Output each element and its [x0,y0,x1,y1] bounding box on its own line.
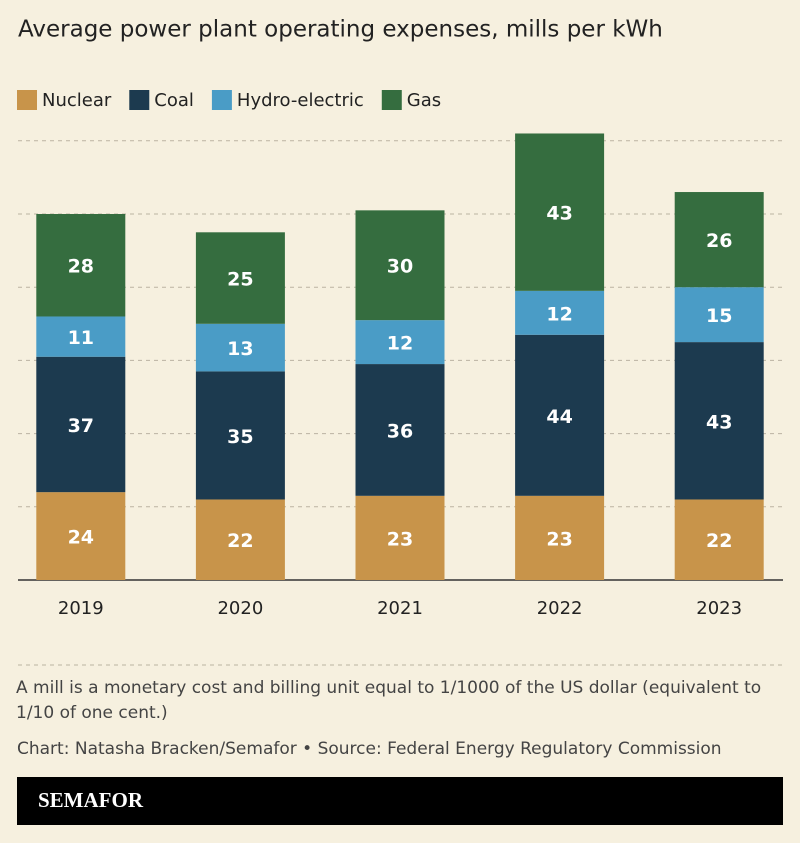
data-label: 26 [706,230,732,252]
brand: SEMAFOR [38,788,144,812]
bar-segment [674,499,764,580]
bar-segment [195,371,285,500]
x-tick-label: 2022 [537,598,583,619]
legend-swatch [129,90,150,110]
bar-segment [355,320,445,365]
bar-segment [195,499,285,580]
legend-swatch [211,90,232,110]
legend-label: Hydro-electric [237,90,364,111]
credit: Chart: Natasha Bracken/Semafor • Source:… [17,739,722,759]
data-label: 43 [546,203,572,225]
note-box: A mill is a monetary cost and billing un… [16,678,762,723]
data-label: 35 [227,426,253,448]
data-label: 36 [387,420,413,442]
legend-swatch [17,90,37,110]
bar-segment [195,232,285,324]
data-label: 23 [546,528,572,550]
bar-segment [674,287,764,343]
data-label: 37 [68,415,94,437]
data-label: 22 [706,530,732,552]
x-tick-label: 2023 [696,598,742,619]
bar-segment [355,495,445,580]
data-label: 13 [227,338,253,360]
data-label: 12 [546,303,572,325]
x-tick-label: 2020 [217,598,263,619]
data-label: 12 [387,333,413,355]
data-label: 30 [387,256,413,278]
data-label: 23 [387,528,413,550]
bar-segment [674,192,764,288]
data-label: 44 [546,406,572,428]
data-label: 24 [68,527,94,549]
x-tick-label: 2019 [58,598,104,619]
legend-swatch [381,90,402,110]
data-label: 11 [68,327,94,349]
chart-title: Average power plant operating expenses, … [18,17,663,43]
data-label: 25 [227,269,253,291]
bar-segment [36,316,126,357]
bar-segment [515,495,605,580]
legend-label: Coal [154,90,194,111]
brand-bar [17,777,783,825]
bar-segment [355,210,445,321]
legend-label: Gas [407,90,441,111]
bar-segment [36,492,126,580]
x-tick-label: 2021 [377,598,423,619]
data-label: 28 [68,256,94,278]
data-label: 22 [227,530,253,552]
bar-segment [515,290,605,335]
note: A mill is a monetary cost and billing un… [16,678,762,723]
bar-segment [195,323,285,372]
bar-segment [36,356,126,493]
bar-segment [674,342,764,500]
bar-segment [515,334,605,496]
bar-segment [515,133,605,291]
bar-segment [36,214,126,317]
legend-label: Nuclear [42,90,112,111]
data-label: 15 [706,305,732,327]
data-label: 43 [706,411,732,433]
bar-segment [355,364,445,496]
